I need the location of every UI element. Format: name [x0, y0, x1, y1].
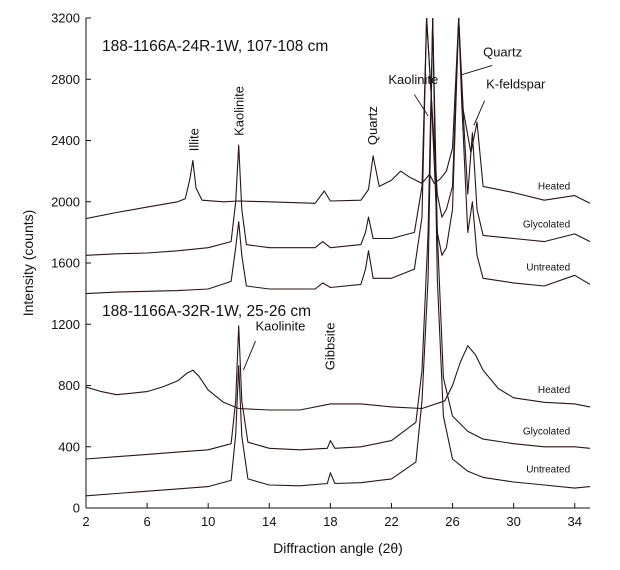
- trace-untreated-panel-2: [86, 18, 590, 497]
- series-label-untreated: Untreated: [526, 262, 570, 273]
- x-tick-label: 6: [143, 514, 150, 529]
- sample-title-panel-1: 188-1166A-24R-1W, 107-108 cm: [102, 38, 328, 55]
- peak-label-quartz-main: Quartz: [483, 44, 522, 59]
- peak-label-kaolinite-main: Kaolinite: [388, 72, 438, 87]
- peak-label-kaolinite-lower: Kaolinite: [256, 318, 306, 333]
- series-label-glycolated: Glycolated: [523, 426, 570, 437]
- peak-label-kaolinite-low: Kaolinite: [232, 86, 247, 136]
- y-tick-label: 2000: [51, 194, 80, 209]
- y-tick-label: 3200: [51, 11, 80, 26]
- trace-untreated-panel-1: [86, 18, 590, 295]
- trace-glycolated-panel-1: [86, 18, 590, 256]
- peak-label-illite: Illite: [186, 128, 201, 151]
- x-tick-label: 34: [567, 514, 581, 529]
- series-label-untreated: Untreated: [526, 465, 570, 476]
- y-tick-label: 400: [58, 439, 80, 454]
- leader-kaolinite-lower: [242, 340, 256, 371]
- y-tick-label: 0: [73, 501, 80, 516]
- y-tick-label: 1600: [51, 256, 80, 271]
- x-tick-label: 18: [323, 514, 337, 529]
- diffraction-traces: [86, 18, 590, 497]
- chart-annotations: Heated Glycolated Untreated Heated Glycolate…: [102, 38, 570, 476]
- trace-heated-panel-2: [86, 345, 590, 411]
- series-label-heated: Heated: [538, 181, 570, 192]
- x-tick-label: 22: [384, 514, 398, 529]
- x-tick-label: 10: [201, 514, 215, 529]
- peak-label-k-feldspar: K-feldspar: [486, 76, 546, 91]
- x-tick-label: 30: [506, 514, 520, 529]
- series-label-heated: Heated: [538, 385, 570, 396]
- y-tick-label: 2800: [51, 72, 80, 87]
- y-tick-label: 2400: [51, 133, 80, 148]
- peak-label-gibbsite: Gibbsite: [322, 322, 337, 370]
- leader-quartz-main: [461, 65, 493, 76]
- sample-title-panel-2: 188-1166A-32R-1W, 25-26 cm: [102, 303, 311, 320]
- y-tick-label: 800: [58, 378, 80, 393]
- peak-label-quartz-low: Quartz: [365, 106, 380, 145]
- leader-kaolinite-main: [413, 94, 429, 117]
- x-tick-label: 14: [262, 514, 276, 529]
- y-axis-title: Intensity (counts): [20, 210, 36, 317]
- x-axis-title: Diffraction angle (2θ): [273, 540, 403, 556]
- series-label-glycolated: Glycolated: [523, 220, 570, 231]
- trace-glycolated-panel-2: [86, 18, 590, 460]
- x-tick-label: 2: [82, 514, 89, 529]
- x-tick-label: 26: [445, 514, 459, 529]
- y-tick-label: 1200: [51, 317, 80, 332]
- leader-k-feldspar: [473, 100, 486, 126]
